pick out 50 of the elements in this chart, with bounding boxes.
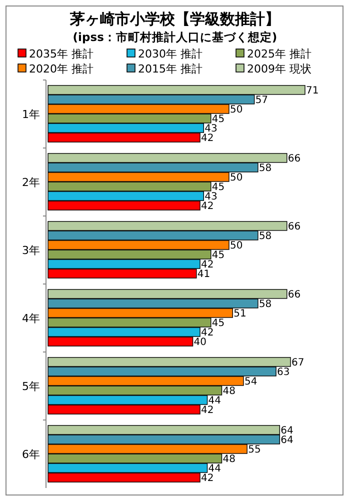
data-label: 50 bbox=[230, 172, 243, 184]
data-label: 54 bbox=[244, 376, 258, 388]
data-label: 51 bbox=[234, 308, 246, 320]
data-label: 43 bbox=[204, 192, 218, 203]
data-label: 63 bbox=[277, 366, 290, 378]
data-label: 41 bbox=[197, 269, 210, 280]
data-label: 66 bbox=[288, 221, 301, 232]
data-label: 58 bbox=[258, 230, 272, 242]
legend-label: 2025年 推計 bbox=[247, 48, 312, 60]
data-label: 44 bbox=[208, 396, 221, 407]
y-tick-label: 2年 bbox=[22, 176, 40, 189]
data-label: 42 bbox=[201, 473, 214, 484]
y-tick-label: 5年 bbox=[22, 380, 40, 393]
y-tick-label: 4年 bbox=[22, 312, 40, 325]
data-label: 42 bbox=[201, 133, 214, 144]
data-label: 42 bbox=[201, 260, 214, 271]
data-label: 50 bbox=[230, 104, 243, 116]
data-label: 64 bbox=[280, 425, 294, 436]
y-tick-label: 1年 bbox=[22, 108, 40, 121]
legend-label: 2035年 推計 bbox=[29, 48, 94, 60]
data-label: 67 bbox=[292, 357, 304, 368]
data-label: 45 bbox=[212, 250, 225, 262]
data-label: 45 bbox=[212, 182, 225, 194]
data-label: 57 bbox=[255, 94, 268, 106]
chart-title: 茅ヶ崎市小学校【学級数推計】 bbox=[69, 10, 280, 28]
legend-label: 2015年 推計 bbox=[138, 62, 202, 76]
legend-label: 2009年 現状 bbox=[247, 62, 312, 76]
data-label: 44 bbox=[208, 464, 221, 475]
data-label: 45 bbox=[212, 318, 225, 330]
data-label: 48 bbox=[222, 454, 236, 466]
data-label: 43 bbox=[204, 124, 218, 135]
data-label: 66 bbox=[288, 153, 301, 164]
data-label: 40 bbox=[194, 337, 207, 348]
legend-label: 2020年 推計 bbox=[29, 62, 94, 76]
legend-label: 2030年 推計 bbox=[138, 48, 202, 60]
data-label: 50 bbox=[230, 240, 243, 252]
data-label: 58 bbox=[258, 298, 272, 310]
y-tick-label: 3年 bbox=[22, 244, 40, 257]
y-tick-label: 6年 bbox=[22, 448, 40, 461]
data-label: 55 bbox=[248, 444, 261, 456]
data-label: 42 bbox=[201, 405, 214, 416]
chart-subtitle: (ipss：市町村推計人口に基づく想定) bbox=[72, 30, 278, 44]
data-label: 45 bbox=[212, 114, 225, 126]
data-label: 58 bbox=[258, 162, 272, 174]
data-label: 71 bbox=[306, 85, 319, 96]
data-label: 42 bbox=[201, 201, 214, 212]
data-label: 42 bbox=[201, 328, 214, 339]
data-label: 66 bbox=[288, 289, 301, 300]
data-label: 48 bbox=[222, 386, 236, 398]
data-label: 64 bbox=[280, 434, 294, 446]
